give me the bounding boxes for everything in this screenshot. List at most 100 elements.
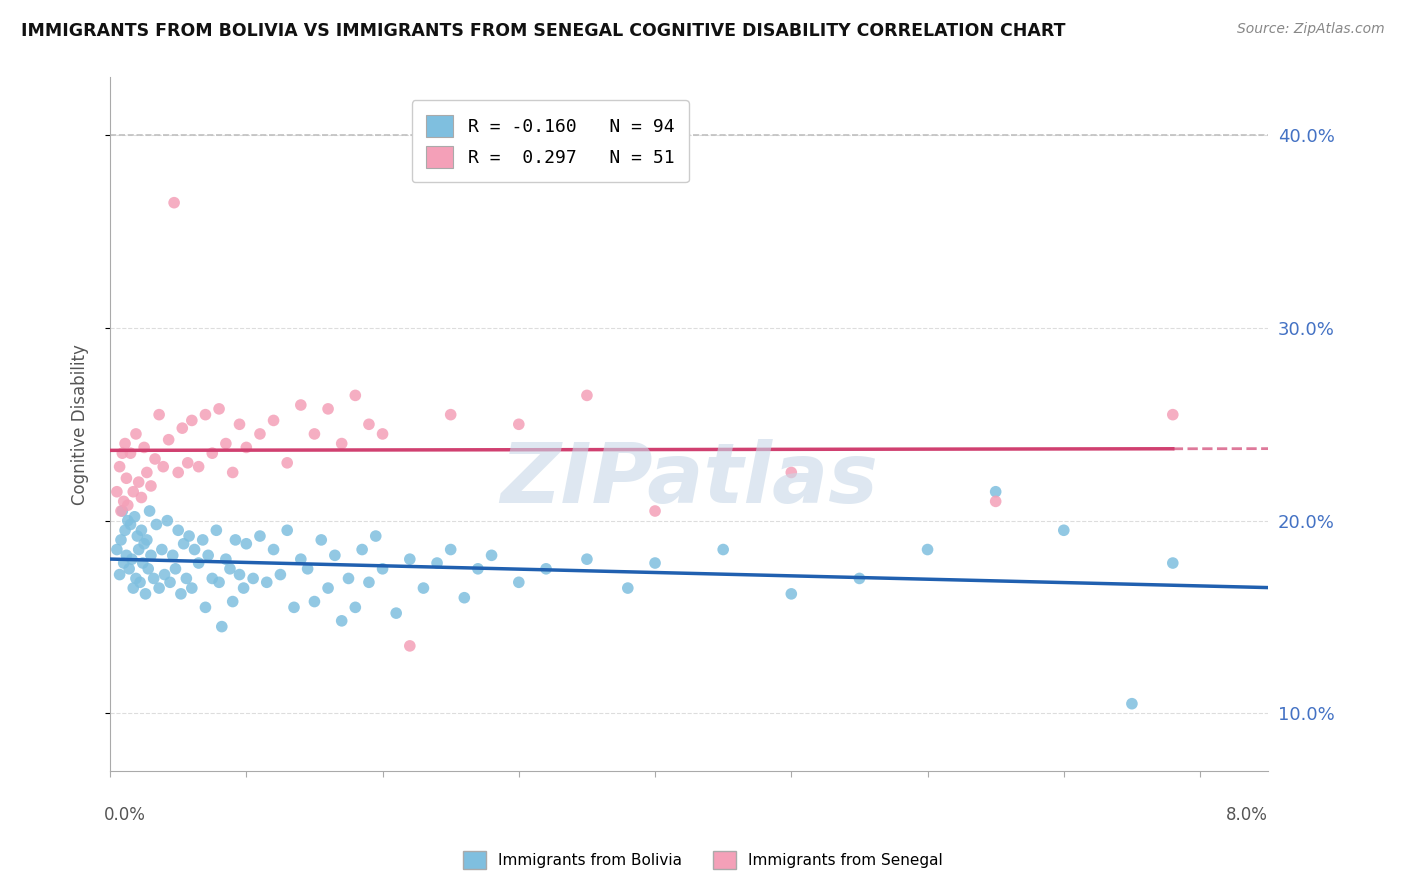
Point (208, 401, 231, 416)
Point (481, 549, 503, 563)
Point (125, 426, 148, 441)
Point (440, 542, 463, 557)
Point (467, 562, 489, 576)
Point (344, 600, 367, 615)
Point (440, 408, 463, 422)
Point (215, 552, 238, 566)
Point (142, 571, 165, 585)
Point (112, 556, 135, 570)
Point (330, 436, 353, 450)
Text: IMMIGRANTS FROM BOLIVIA VS IMMIGRANTS FROM SENEGAL COGNITIVE DISABILITY CORRELAT: IMMIGRANTS FROM BOLIVIA VS IMMIGRANTS FR… (21, 22, 1066, 40)
Point (211, 619, 233, 633)
Point (125, 571, 148, 585)
Point (426, 556, 449, 570)
Point (304, 426, 326, 441)
Text: Source: ZipAtlas.com: Source: ZipAtlas.com (1237, 22, 1385, 37)
Point (453, 591, 475, 605)
Point (297, 562, 319, 576)
Point (120, 517, 142, 532)
Point (127, 529, 149, 543)
Y-axis label: Cognitive Disability: Cognitive Disability (72, 343, 89, 505)
Point (330, 614, 353, 628)
Point (249, 529, 271, 543)
Point (162, 549, 184, 563)
Point (152, 459, 174, 474)
Point (165, 562, 187, 576)
Point (215, 436, 238, 450)
Point (139, 549, 162, 563)
Point (222, 594, 245, 608)
Point (167, 523, 190, 537)
Point (263, 542, 285, 557)
Point (617, 581, 640, 595)
Point (173, 537, 195, 551)
Point (232, 581, 254, 595)
Point (848, 571, 870, 585)
Point (1161, 556, 1184, 570)
Point (108, 567, 131, 582)
Point (780, 587, 803, 601)
Point (249, 426, 271, 441)
Point (172, 421, 194, 435)
Point (191, 533, 214, 547)
Point (111, 504, 134, 518)
Point (114, 436, 136, 450)
Point (352, 542, 374, 557)
Point (120, 446, 142, 460)
Point (131, 523, 153, 537)
Point (385, 606, 408, 620)
Point (304, 594, 326, 608)
Point (201, 571, 224, 585)
Point (132, 556, 155, 570)
Point (180, 581, 202, 595)
Point (1053, 523, 1076, 537)
Point (235, 537, 257, 551)
Point (256, 575, 278, 590)
Point (194, 600, 217, 615)
Point (139, 479, 162, 493)
Point (131, 491, 153, 505)
Point (115, 471, 138, 485)
Point (242, 571, 264, 585)
Point (197, 549, 219, 563)
Text: 8.0%: 8.0% (1226, 805, 1268, 824)
Point (917, 542, 939, 557)
Point (371, 426, 394, 441)
Point (222, 466, 245, 480)
Point (194, 408, 217, 422)
Point (135, 466, 157, 480)
Point (118, 562, 141, 576)
Point (183, 542, 205, 557)
Point (290, 398, 312, 412)
Point (176, 571, 198, 585)
Point (219, 562, 242, 576)
Point (208, 575, 231, 590)
Point (105, 484, 128, 499)
Point (283, 600, 305, 615)
Point (145, 517, 167, 532)
Point (290, 552, 312, 566)
Point (129, 575, 152, 590)
Point (276, 456, 298, 470)
Point (575, 388, 598, 402)
Point (124, 509, 146, 524)
Point (412, 581, 434, 595)
Point (224, 533, 246, 547)
Point (187, 556, 209, 570)
Point (1161, 408, 1184, 422)
Point (1121, 697, 1143, 711)
Point (153, 567, 176, 582)
Point (357, 575, 380, 590)
Point (114, 523, 136, 537)
Point (309, 533, 332, 547)
Point (263, 413, 285, 427)
Point (316, 581, 339, 595)
Point (364, 529, 387, 543)
Point (984, 494, 1007, 508)
Point (170, 587, 193, 601)
Point (357, 417, 380, 432)
Point (180, 413, 202, 427)
Point (534, 562, 557, 576)
Point (128, 475, 150, 489)
Point (167, 466, 190, 480)
